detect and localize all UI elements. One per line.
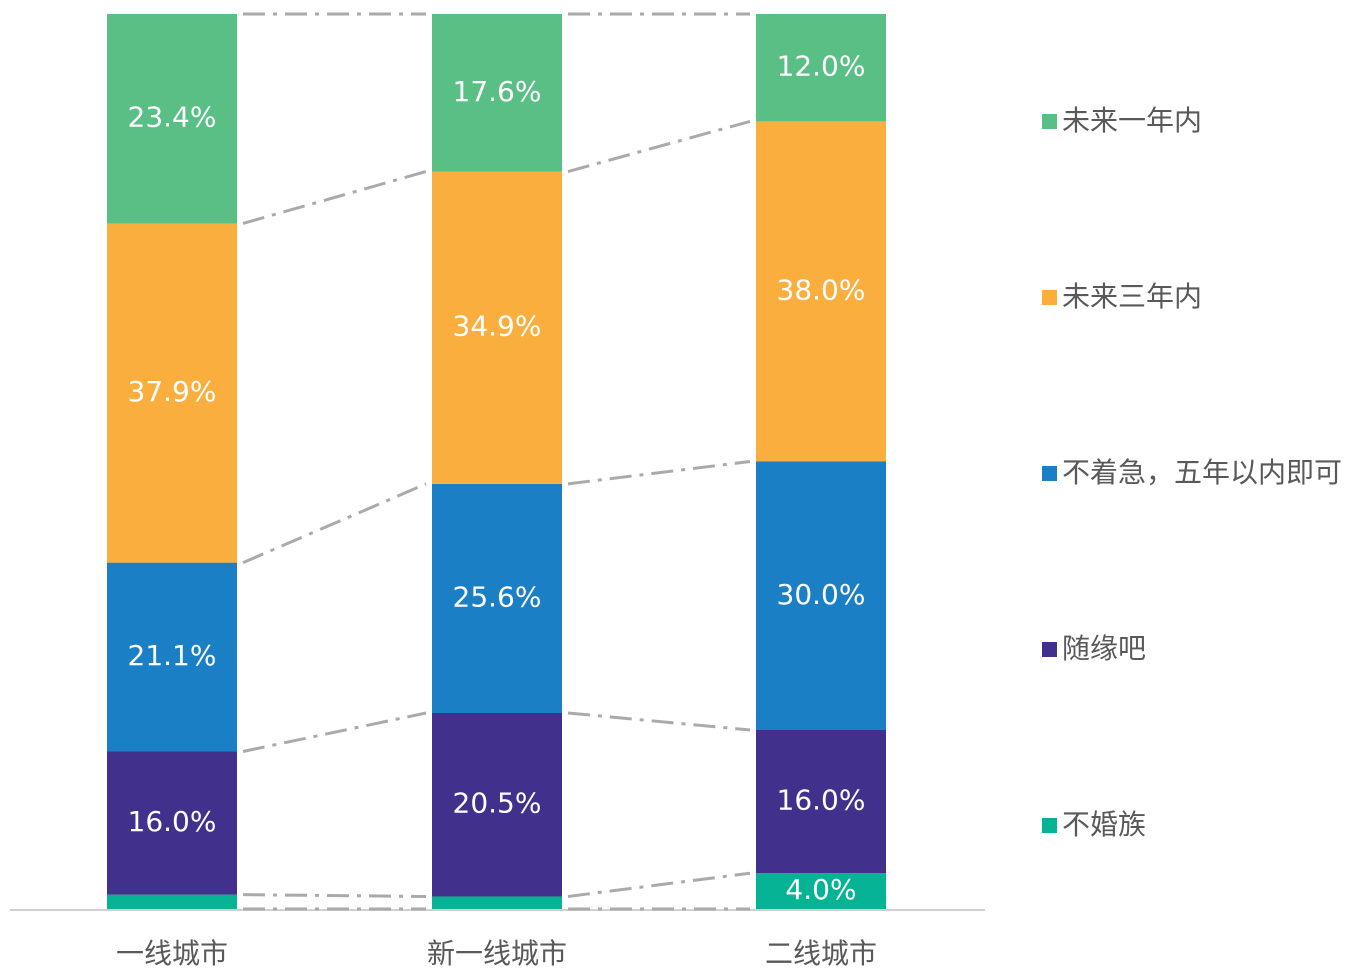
value-label: 38.0% — [777, 273, 866, 306]
legend-swatch — [1042, 642, 1057, 657]
bar-segment — [107, 223, 237, 563]
connector — [242, 893, 427, 898]
x-tick-label: 二线城市 — [765, 937, 877, 969]
bar-segment — [107, 14, 237, 224]
legend-swatch — [1042, 290, 1057, 305]
bar-segment — [756, 873, 886, 909]
value-label: 21.1% — [128, 639, 217, 672]
bar-segment — [432, 712, 562, 897]
bar-segment — [756, 461, 886, 730]
bar-segment — [107, 751, 237, 895]
legend-swatch — [1042, 114, 1057, 129]
value-label: 17.6% — [453, 75, 542, 108]
value-label: 23.4% — [128, 101, 217, 134]
bar-segment — [756, 14, 886, 122]
x-tick-label: 一线城市 — [116, 937, 228, 969]
value-label: 16.0% — [777, 784, 866, 817]
bar-segment — [432, 14, 562, 172]
value-label: 12.0% — [777, 50, 866, 83]
legend-label: 未来一年内 — [1062, 104, 1202, 137]
connector — [242, 482, 427, 565]
connector — [567, 119, 751, 173]
bar-segment — [432, 483, 562, 713]
value-label: 30.0% — [777, 578, 866, 611]
connector — [567, 460, 751, 486]
value-label: 34.9% — [453, 310, 542, 343]
bar-segment — [756, 730, 886, 874]
connector — [567, 711, 751, 732]
legend-label: 不婚族 — [1062, 808, 1146, 841]
legend-label: 未来三年内 — [1062, 280, 1202, 313]
value-label: 16.0% — [128, 805, 217, 838]
bar-segment — [756, 121, 886, 462]
connector — [242, 711, 427, 753]
x-tick-label: 新一线城市 — [427, 937, 567, 969]
legend-swatch — [1042, 818, 1057, 833]
bar-segment — [107, 894, 237, 909]
legend-swatch — [1042, 466, 1057, 481]
bar-segment — [432, 171, 562, 484]
bar-segment — [432, 896, 562, 909]
legend-label: 不着急，五年以内即可 — [1062, 456, 1342, 489]
bar-segment — [107, 562, 237, 752]
value-label: 20.5% — [453, 787, 542, 820]
value-label: 37.9% — [128, 375, 217, 408]
value-label: 4.0% — [785, 873, 856, 906]
connector — [242, 170, 427, 225]
connector — [567, 871, 751, 898]
value-label: 25.6% — [453, 580, 542, 613]
legend-label: 随缘吧 — [1062, 632, 1146, 665]
